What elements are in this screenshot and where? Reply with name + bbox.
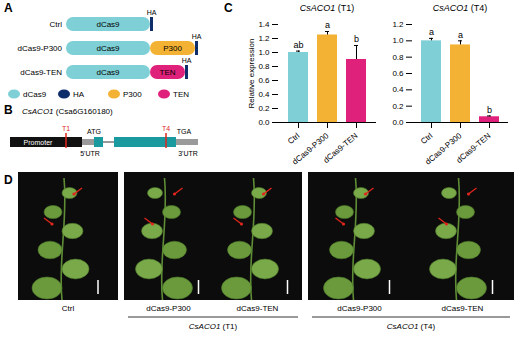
svg-text:Promoter: Promoter: [24, 139, 53, 146]
svg-text:Ctrl: Ctrl: [62, 304, 75, 313]
svg-text:0.0: 0.0: [392, 118, 404, 127]
svg-text:CsACO1 (T4): CsACO1 (T4): [387, 322, 436, 331]
svg-text:0.0: 0.0: [258, 118, 270, 127]
svg-text:dCas9-P300: dCas9-P300: [146, 304, 191, 313]
svg-text:C: C: [224, 1, 233, 15]
svg-text:0.2: 0.2: [392, 102, 404, 111]
svg-text:P300: P300: [163, 44, 182, 53]
svg-text:dCas9-P300: dCas9-P300: [290, 131, 331, 167]
svg-text:ATG: ATG: [87, 128, 101, 135]
svg-text:1.4: 1.4: [258, 20, 270, 29]
svg-text:Ctrl: Ctrl: [419, 131, 434, 146]
svg-text:CsACO1 (Csa6G160180): CsACO1 (Csa6G160180): [22, 107, 113, 116]
svg-text:0.6: 0.6: [258, 76, 270, 85]
svg-text:HA: HA: [192, 33, 202, 40]
svg-text:a: a: [458, 30, 463, 40]
svg-text:dCas9: dCas9: [96, 20, 120, 29]
svg-text:0.2: 0.2: [258, 104, 270, 113]
svg-text:1.0: 1.0: [392, 36, 404, 45]
svg-text:dCas9-TEN: dCas9-TEN: [20, 68, 62, 77]
svg-text:TEN: TEN: [173, 90, 189, 99]
svg-text:B: B: [4, 103, 13, 117]
svg-text:dCas9-TEN: dCas9-TEN: [237, 304, 279, 313]
svg-text:Ctrl: Ctrl: [50, 20, 63, 29]
svg-text:A: A: [4, 1, 13, 15]
svg-text:dCas9-TEN: dCas9-TEN: [455, 131, 493, 165]
svg-text:0.4: 0.4: [392, 85, 404, 94]
svg-text:dCas9-TEN: dCas9-TEN: [442, 304, 484, 313]
svg-text:0.6: 0.6: [392, 69, 404, 78]
svg-text:1.2: 1.2: [392, 20, 404, 29]
svg-text:ab: ab: [293, 40, 303, 50]
svg-text:HA: HA: [147, 9, 157, 16]
svg-text:CsACO1 (T1): CsACO1 (T1): [189, 322, 238, 331]
html-text:CsACO1 (T4): CsACO1 (T4): [432, 3, 488, 13]
svg-text:dCas9: dCas9: [96, 44, 120, 53]
svg-text:a: a: [429, 27, 434, 37]
svg-text:HA: HA: [73, 90, 85, 99]
svg-text:a: a: [325, 20, 330, 30]
svg-text:HA: HA: [182, 57, 192, 64]
svg-text:b: b: [487, 105, 492, 115]
svg-text:dCas9-TEN: dCas9-TEN: [322, 131, 360, 165]
svg-text:Ctrl: Ctrl: [286, 131, 301, 146]
svg-text:P300: P300: [123, 90, 142, 99]
svg-text:b: b: [354, 34, 359, 44]
svg-text:TEN: TEN: [160, 68, 176, 77]
svg-text:TGA: TGA: [177, 128, 192, 135]
svg-text:0.4: 0.4: [258, 90, 270, 99]
svg-text:D: D: [4, 173, 13, 187]
svg-text:3'UTR: 3'UTR: [178, 150, 198, 157]
svg-text:T4: T4: [162, 125, 170, 132]
svg-text:1.0: 1.0: [258, 48, 270, 57]
svg-text:dCas9: dCas9: [96, 68, 120, 77]
html-text:CsACO1 (T1): CsACO1 (T1): [299, 3, 355, 13]
svg-text:1.2: 1.2: [258, 34, 270, 43]
svg-text:dCas9-P300: dCas9-P300: [423, 131, 464, 167]
svg-text:dCas9-P300: dCas9-P300: [18, 44, 63, 53]
svg-text:dCas9-P300: dCas9-P300: [337, 304, 382, 313]
svg-text:Relative expression: Relative expression: [247, 39, 256, 109]
svg-text:dCas9: dCas9: [23, 90, 47, 99]
svg-text:0.8: 0.8: [258, 62, 270, 71]
svg-text:0.8: 0.8: [392, 53, 404, 62]
svg-text:5'UTR: 5'UTR: [80, 150, 100, 157]
svg-text:T1: T1: [62, 125, 70, 132]
